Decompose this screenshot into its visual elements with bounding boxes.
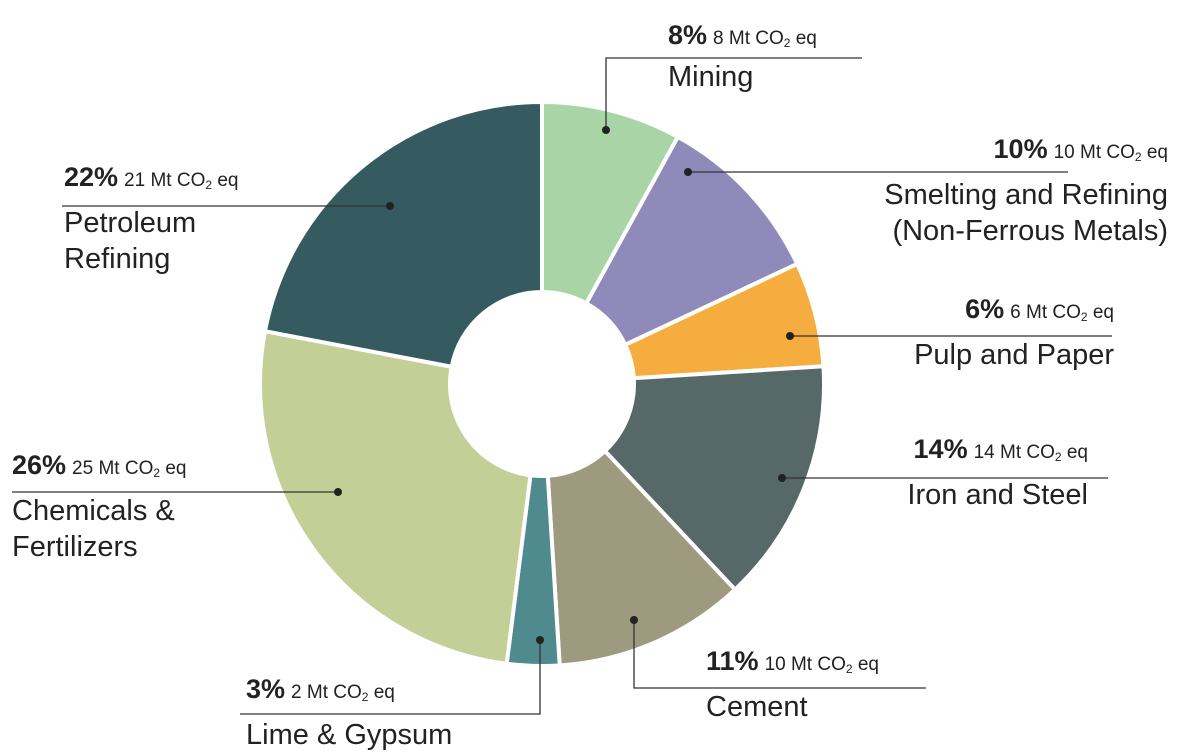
chemicals-amount: 25 Mt CO2 eq	[72, 458, 187, 480]
mining-percent: 8%	[668, 20, 708, 50]
slice-petroleum-refining	[262, 99, 544, 370]
leader-dot-chemicals	[334, 488, 342, 496]
leader-dot-cement	[630, 616, 638, 624]
pulp-percent: 6%	[965, 294, 1005, 324]
leader-dot-pulp	[786, 332, 794, 340]
slice-chemicals-fertilizers	[258, 328, 533, 667]
label-iron: 14% 14 Mt CO2 eq Iron and Steel	[907, 436, 1088, 513]
leader-dot-lime	[536, 636, 544, 644]
smelting-name-line1: Smelting and Refining	[884, 179, 1168, 211]
mining-amount: 8 Mt CO2 eq	[713, 28, 817, 50]
cement-amount: 10 Mt CO2 eq	[764, 654, 879, 676]
mining-name: Mining	[668, 61, 754, 93]
slice-smelting-and-refining-non-ferrous-metals	[583, 134, 800, 348]
iron-percent: 14%	[913, 434, 968, 464]
slice-cement	[545, 448, 738, 668]
label-petroleum: 22% 21 Mt CO2 eq Petroleum Refining	[64, 164, 238, 277]
cement-name: Cement	[706, 691, 808, 723]
label-mining: 8% 8 Mt CO2 eq Mining	[668, 22, 817, 95]
chemicals-name-line2: Fertilizers	[12, 531, 138, 563]
slice-mining	[540, 99, 681, 307]
pulp-name: Pulp and Paper	[914, 339, 1114, 371]
smelting-amount: 10 Mt CO2 eq	[1053, 142, 1168, 164]
label-smelting: 10% 10 Mt CO2 eq Smelting and Refining (N…	[884, 136, 1168, 249]
chemicals-name-line1: Chemicals &	[12, 495, 175, 527]
cement-percent: 11%	[706, 646, 759, 676]
leader-dot-mining	[602, 126, 610, 134]
leader-dot-smelting	[684, 168, 692, 176]
petroleum-name-line1: Petroleum	[64, 207, 197, 239]
label-pulp: 6% 6 Mt CO2 eq Pulp and Paper	[914, 296, 1114, 373]
smelting-name-line2: (Non-Ferrous Metals)	[892, 215, 1168, 247]
slices-group	[258, 99, 826, 668]
leader-dot-petroleum	[386, 202, 394, 210]
leader-line-cement	[633, 620, 926, 689]
leader-line-lime	[240, 640, 541, 715]
iron-amount: 14 Mt CO2 eq	[973, 442, 1088, 464]
label-cement: 11% 10 Mt CO2 eq Cement	[706, 648, 879, 725]
leader-line-mining	[605, 57, 862, 130]
iron-name: Iron and Steel	[907, 479, 1088, 511]
label-chemicals: 26% 25 Mt CO2 eq Chemicals & Fertilizers	[12, 452, 186, 565]
lime-percent: 3%	[246, 674, 286, 704]
leader-lines-group	[12, 57, 1112, 715]
leader-dot-iron	[778, 474, 786, 482]
petroleum-percent: 22%	[64, 162, 119, 192]
petroleum-name-line2: Refining	[64, 243, 171, 275]
label-lime: 3% 2 Mt CO2 eq Lime & Gypsum	[246, 676, 452, 753]
pulp-amount: 6 Mt CO2 eq	[1010, 302, 1114, 324]
lime-name: Lime & Gypsum	[246, 719, 453, 751]
slice-iron-and-steel	[602, 364, 826, 593]
petroleum-amount: 21 Mt CO2 eq	[124, 170, 239, 192]
smelting-percent: 10%	[993, 134, 1048, 164]
lime-amount: 2 Mt CO2 eq	[291, 682, 395, 704]
chemicals-percent: 26%	[12, 450, 67, 480]
